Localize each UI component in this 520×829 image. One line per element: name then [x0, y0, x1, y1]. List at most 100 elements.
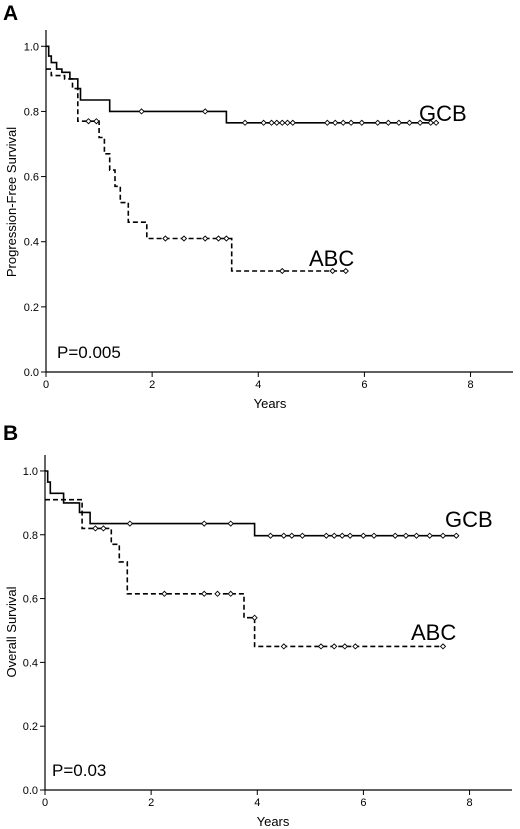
panel-a-abc-censor-mark: [329, 267, 336, 275]
panel-b-abc-censor-mark: [251, 614, 258, 621]
panel-b-y-tick-label-0.0: 0.0: [23, 785, 38, 797]
panel-b-x-tick-label-2: 2: [148, 797, 154, 809]
panel-a-x-tick-label-4: 4: [255, 379, 261, 391]
panel-b-abc-censor-mark: [317, 643, 325, 650]
panel-b-gcb-censor-mark: [280, 532, 287, 539]
panel-a-gcb-censor-mark: [273, 119, 280, 126]
panel-a-x-tick-label-6: 6: [361, 379, 367, 391]
panel-b-gcb-label: GCB: [445, 507, 493, 532]
panel-a-gcb-censor-mark: [395, 119, 403, 126]
panel-b-x-tick-label-0: 0: [42, 797, 48, 809]
panel-a-gcb-censor-mark: [138, 108, 145, 115]
panel-a-y-tick-label-0.4: 0.4: [24, 237, 39, 249]
panel-a-y-tick-label-0.2: 0.2: [24, 302, 39, 314]
panel-a-abc-censor-mark: [202, 235, 209, 242]
panel-b-abc-label: ABC: [411, 620, 456, 645]
panel-a-y-tick-label-0.6: 0.6: [24, 172, 39, 184]
panel-a-gcb-censor-mark: [340, 119, 347, 126]
panel-a-gcb-censor-mark: [432, 119, 440, 126]
panel-a-gcb-censor-mark: [406, 119, 413, 126]
panel-b-x-tick-label-4: 4: [254, 797, 260, 809]
panel-a-p-value: P=0.005: [57, 343, 121, 362]
panel-b-p-value: P=0.03: [52, 761, 106, 780]
panel-b-gcb-censor-mark: [360, 532, 367, 539]
panel-b-gcb-censor-mark: [453, 532, 460, 539]
panel-b-y-tick-label-0.2: 0.2: [23, 721, 38, 733]
panel-b-gcb-censor-mark: [288, 532, 295, 539]
panel-b-gcb-censor-mark: [439, 532, 447, 539]
panel-b-x-tick-label-8: 8: [466, 797, 472, 809]
panel-a-abc-censor-mark: [85, 118, 92, 125]
panel-a-gcb-censor-mark: [347, 119, 355, 126]
panel-b-abc-censor-mark: [92, 525, 99, 532]
panel-a-y-tick-label-0.0: 0.0: [24, 367, 39, 379]
panel-b-gcb-censor-mark: [370, 532, 378, 539]
panel-b-abc-censor-mark: [214, 590, 221, 597]
panel-a: A Years Progression-Free Survival P=0.00…: [3, 2, 513, 411]
panel-b-gcb-censor-mark: [346, 532, 354, 539]
panel-a-x-tick-label-2: 2: [149, 379, 155, 391]
panel-b-abc-censor-mark: [161, 590, 168, 597]
panel-b-y-tick-label-0.4: 0.4: [23, 657, 38, 669]
panel-b-gcb-censor-mark: [126, 520, 134, 527]
panel-a-gcb-censor-mark: [358, 119, 365, 126]
panel-a-abc-label: ABC: [309, 246, 354, 271]
panel-b-y-axis-title: Overall Survival: [4, 586, 19, 677]
panel-a-gcb-censor-mark: [260, 119, 267, 126]
panel-a-gcb-censor-mark: [416, 119, 424, 126]
panel-b-abc-censor-mark: [331, 643, 338, 650]
panel-b-y-tick-label-0.6: 0.6: [23, 594, 38, 606]
panel-b-abc-curve: [45, 498, 443, 648]
panel-a-y-axis-title: Progression-Free Survival: [4, 127, 19, 277]
panel-a-gcb-curve: [46, 45, 439, 124]
panel-b-gcb-censor-mark: [392, 532, 399, 539]
panel-a-letter: A: [3, 2, 18, 25]
panel-a-gcb-censor-mark: [279, 119, 286, 126]
panel-b-gcb-censor-mark: [227, 520, 234, 527]
panel-b-y-tick-label-1.0: 1.0: [23, 466, 38, 478]
panel-a-x-tick-label-0: 0: [43, 379, 49, 391]
panel-a-x-axis-title: Years: [254, 396, 287, 411]
panel-b-gcb-censor-mark: [299, 532, 306, 539]
panel-a-abc-censor-mark: [180, 235, 188, 242]
panel-a-gcb-label: GCB: [419, 101, 467, 126]
panel-a-gcb-censor-mark: [241, 119, 249, 126]
panel-b-gcb-censor-mark: [339, 532, 346, 539]
panel-b-abc-censor-mark: [352, 643, 359, 650]
panel-a-gcb-censor-mark: [332, 119, 339, 126]
panel-a-gcb-censor-mark: [324, 119, 331, 126]
panel-a-abc-censor-mark: [215, 235, 222, 242]
panel-b-gcb-censor-mark: [267, 532, 274, 539]
panel-a-x-tick-label-8: 8: [467, 379, 473, 391]
panel-b-letter: B: [3, 422, 18, 445]
panel-b-gcb-censor-mark: [413, 532, 420, 539]
panel-b-x-tick-label-6: 6: [360, 797, 366, 809]
panel-a-abc-censor-mark: [223, 235, 230, 242]
panel-a-gcb-censor-mark: [284, 119, 291, 126]
panel-a-abc-censor-mark: [342, 267, 349, 275]
panel-a-gcb-censor-mark: [385, 119, 392, 126]
panel-a-gcb-censor-mark: [289, 119, 296, 126]
panel-b-gcb-censor-mark: [331, 532, 338, 539]
panel-b-gcb-censor-mark: [201, 520, 208, 527]
panel-b-abc-censor-mark: [439, 643, 447, 650]
panel-a-abc-censor-mark: [279, 267, 286, 275]
panel-a-abc-curve: [46, 68, 346, 272]
panel-b-gcb-curve: [45, 470, 459, 537]
panel-b-abc-censor-mark: [341, 643, 348, 650]
panel-a-gcb-censor-mark: [374, 119, 381, 126]
panel-b-gcb-censor-mark: [402, 532, 410, 539]
panel-b-abc-censor-mark: [280, 643, 287, 650]
panel-b-abc-censor-mark: [227, 590, 234, 597]
panel-a-y-tick-label-1.0: 1.0: [24, 41, 39, 53]
panel-a-abc-censor-mark: [93, 118, 100, 125]
panel-b-abc-censor-mark: [201, 590, 208, 597]
panel-a-gcb-censor-mark: [202, 108, 209, 115]
panel-b-gcb-censor-mark: [426, 532, 433, 539]
panel-b-gcb-censor-mark: [323, 532, 330, 539]
panel-a-abc-censor-mark: [162, 235, 169, 242]
panel-a-gcb-censor-mark: [268, 119, 275, 126]
panel-b-x-axis-title: Years: [257, 814, 290, 829]
panel-a-y-tick-label-0.8: 0.8: [24, 106, 39, 118]
